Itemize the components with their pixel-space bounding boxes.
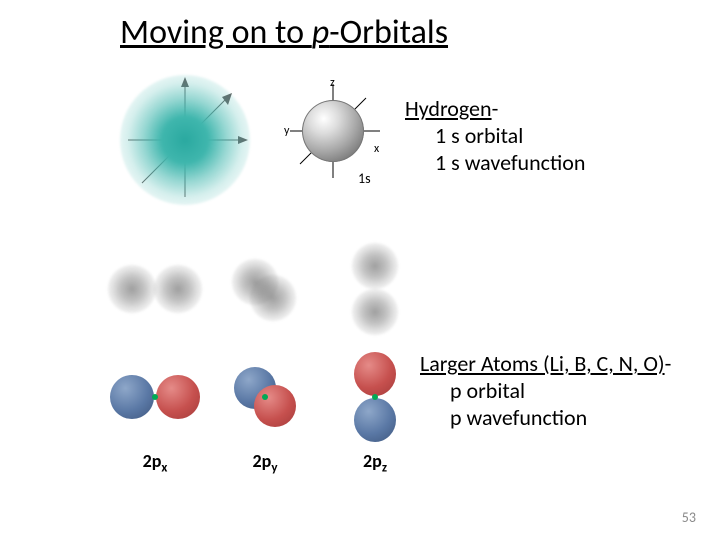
px-lobe-neg [110,375,154,419]
label-2px-main: 2p [143,450,162,472]
label-2py: 2py [220,450,310,476]
p-cloud-py [220,245,310,335]
label-2py-main: 2p [253,450,272,472]
py-lobe-pos [254,385,296,427]
axis-y-label: y [284,124,290,138]
p-cloud-pz [330,245,420,335]
pz-lobe-pos [354,352,396,396]
px-lobe-pos [156,375,200,419]
label-2py-sub: y [271,461,277,476]
label-2px: 2px [110,450,200,476]
s-sphere-1s-label: 1s [358,170,371,187]
p-labels-row: 2px 2py 2pz [110,450,420,476]
label-2pz-main: 2p [363,450,382,472]
larger-line1: p orbital [450,377,671,404]
pz-cloud-lobe-a [352,243,398,289]
axis-z-label: z [330,78,335,90]
py-nucleus [262,394,268,400]
title-pre: Moving on to [120,12,312,53]
s-sphere-ball [302,100,364,162]
label-2pz: 2pz [330,450,420,476]
hydrogen-line1: 1 s orbital [435,122,585,149]
p-wavefunction-clouds [110,245,420,345]
page-number: 53 [682,509,696,526]
px-nucleus [152,394,158,400]
s-orbital-sphere: z x y 1s [280,78,390,188]
hydrogen-text: Hydrogen- 1 s orbital 1 s wavefunction [405,95,585,176]
axis-x-label: x [374,142,380,156]
hydrogen-dash: - [492,95,499,122]
p-cloud-px [110,245,200,335]
pz-nucleus [372,394,378,400]
p-orbital-px [110,352,200,442]
p-orbital-pz [330,352,420,442]
hydrogen-header: Hydrogen [405,95,492,122]
p-orbital-lobes [110,352,420,452]
px-cloud-lobe-b [154,265,202,313]
p-orbital-py [220,352,310,442]
label-2pz-sub: z [382,461,387,476]
px-cloud-lobe-a [108,265,156,313]
pz-lobe-neg [354,398,396,442]
larger-line2: p wavefunction [450,404,671,431]
title-ital: p [312,12,329,53]
py-cloud-lobe-b [250,275,296,321]
pz-cloud-lobe-b [352,289,398,335]
larger-header: Larger Atoms (Li, B, C, N, O) [420,350,665,377]
s-cloud-glow [120,75,250,205]
label-2px-sub: x [161,461,167,476]
s-orbital-cloud [120,75,250,205]
hydrogen-line2: 1 s wavefunction [435,149,585,176]
page-title: Moving on to p-Orbitals [120,12,448,53]
larger-atoms-text: Larger Atoms (Li, B, C, N, O)- p orbital… [420,350,671,431]
larger-dash: - [665,350,672,377]
title-post: -Orbitals [329,12,448,53]
